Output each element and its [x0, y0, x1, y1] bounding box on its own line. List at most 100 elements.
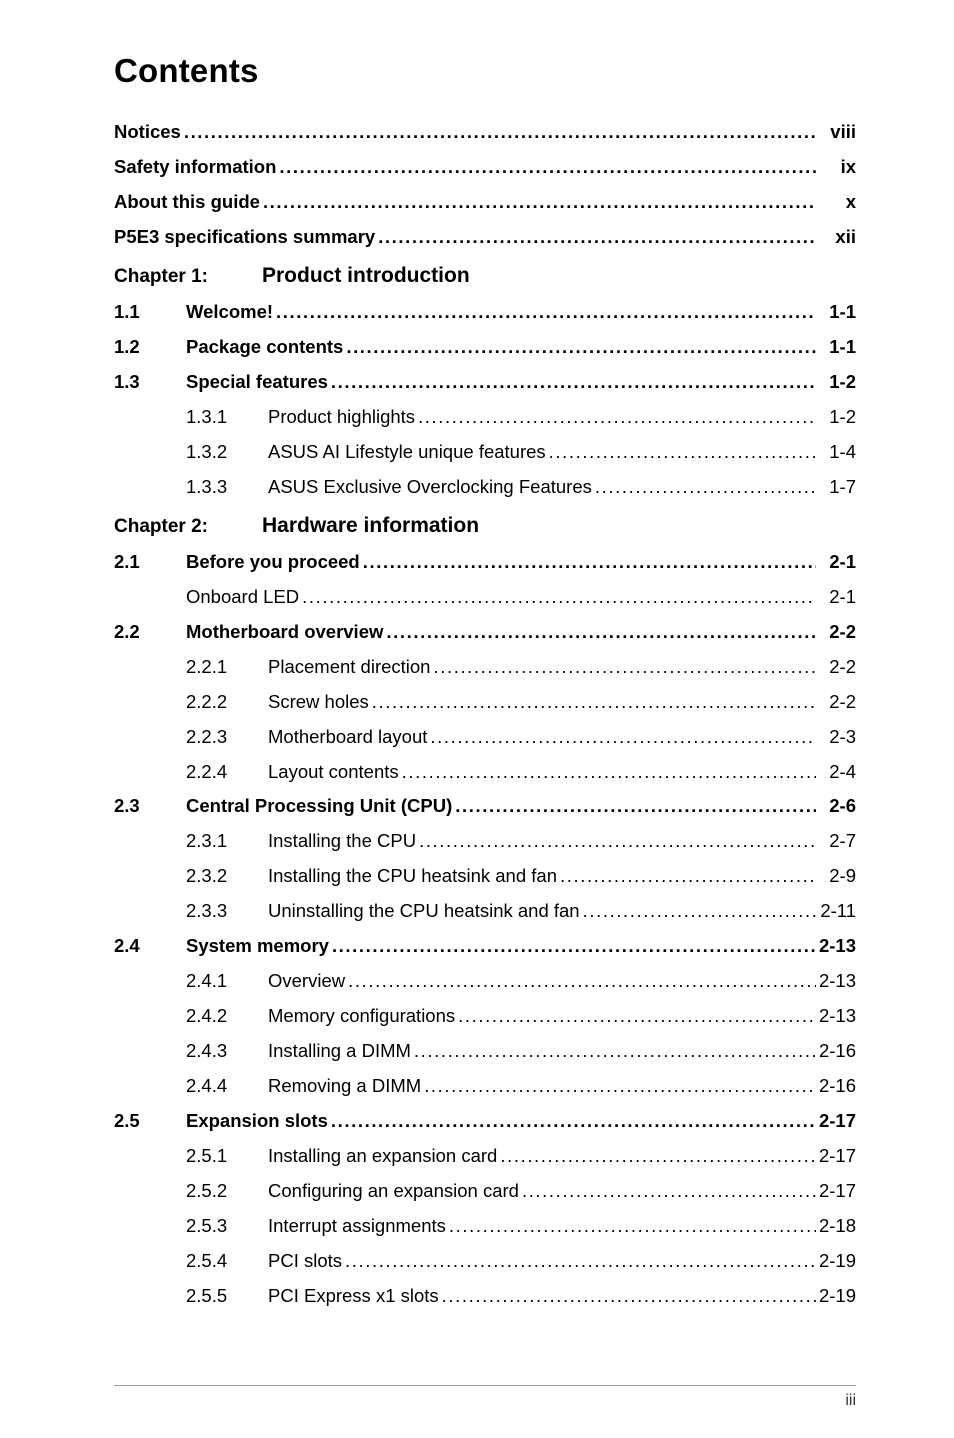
toc-front-row: About this guidex — [114, 190, 856, 215]
toc-label: P5E3 specifications summary — [114, 225, 375, 250]
page-title: Contents — [114, 52, 856, 90]
toc-leader-dots — [557, 864, 816, 889]
toc-subsection-row: 2.2.3Motherboard layout2-3 — [114, 725, 856, 750]
toc-leader-dots — [446, 1214, 816, 1239]
toc-front-row: Noticesviii — [114, 120, 856, 145]
toc-page-ref: 2-11 — [816, 899, 856, 924]
toc-subsection-row: 2.2.2Screw holes2-2 — [114, 690, 856, 715]
toc-leader-dots — [399, 760, 816, 785]
toc-page-ref: 2-17 — [816, 1179, 856, 1204]
toc-subsection-row: 2.5.1Installing an expansion card2-17 — [114, 1144, 856, 1169]
toc-num-level1: 1.2 — [114, 335, 186, 360]
toc-subsection-row: 2.3.2Installing the CPU heatsink and fan… — [114, 864, 856, 889]
toc-label: Placement direction — [268, 655, 430, 680]
toc-label: Expansion slots — [186, 1109, 328, 1134]
toc-label: Installing an expansion card — [268, 1144, 497, 1169]
toc-subsection-row: 2.2.4Layout contents2-4 — [114, 760, 856, 785]
toc-num-level2: 2.4.3 — [186, 1039, 268, 1064]
toc-page-ref: viii — [816, 120, 856, 145]
toc-subsection-row: 2.4.1Overview2-13 — [114, 969, 856, 994]
toc-section-row: 2.3Central Processing Unit (CPU)2-6 — [114, 794, 856, 819]
toc-page-ref: 1-2 — [816, 370, 856, 395]
toc-page-ref: 1-1 — [816, 335, 856, 360]
toc-page-ref: 2-3 — [816, 725, 856, 750]
toc-leader-dots — [360, 550, 816, 575]
toc-label: Memory configurations — [268, 1004, 455, 1029]
toc-num-level2: 2.2.4 — [186, 760, 268, 785]
toc-label: Motherboard overview — [186, 620, 383, 645]
toc-subsection-row: 2.5.3Interrupt assignments 2-18 — [114, 1214, 856, 1239]
toc-page-ref: xii — [816, 225, 856, 250]
page-number: iii — [845, 1392, 856, 1409]
toc-subsection-row: 2.3.1Installing the CPU2-7 — [114, 829, 856, 854]
toc-leader-dots — [421, 1074, 816, 1099]
toc-subsection-row: Onboard LED 2-1 — [114, 585, 856, 610]
toc-num-level1: 1.3 — [114, 370, 186, 395]
toc-leader-dots — [415, 405, 816, 430]
toc-page-ref: 2-2 — [816, 655, 856, 680]
toc-section-row: 2.1Before you proceed2-1 — [114, 550, 856, 575]
toc-label: Installing a DIMM — [268, 1039, 411, 1064]
toc-num-level1: 2.1 — [114, 550, 186, 575]
toc-label: Onboard LED — [186, 585, 299, 610]
toc-leader-dots — [273, 300, 816, 325]
toc-num-level2: 2.5.1 — [186, 1144, 268, 1169]
toc-num-level2: 2.2.2 — [186, 690, 268, 715]
toc-num-level2: 2.4.4 — [186, 1074, 268, 1099]
toc-section-row: 2.4System memory2-13 — [114, 934, 856, 959]
toc-label: Installing the CPU heatsink and fan — [268, 864, 557, 889]
toc-leader-dots — [276, 155, 816, 180]
toc-label: Screw holes — [268, 690, 369, 715]
toc-subsection-row: 1.3.1Product highlights1-2 — [114, 405, 856, 430]
toc-label: System memory — [186, 934, 329, 959]
toc-page-ref: 2-16 — [816, 1039, 856, 1064]
toc-chapter-label: Chapter 1: — [114, 266, 262, 288]
page-container: Contents NoticesviiiSafety informationix… — [0, 0, 954, 1438]
toc-label: ASUS AI Lifestyle unique features — [268, 440, 546, 465]
toc-num-level1: 2.5 — [114, 1109, 186, 1134]
toc-num-level2: 2.5.2 — [186, 1179, 268, 1204]
toc-label: About this guide — [114, 190, 260, 215]
toc-label: Layout contents — [268, 760, 399, 785]
toc-leader-dots — [411, 1039, 816, 1064]
toc-leader-dots — [416, 829, 816, 854]
toc-subsection-row: 2.5.2Configuring an expansion card 2-17 — [114, 1179, 856, 1204]
toc-chapter-title: Product introduction — [262, 264, 470, 288]
toc-label: PCI slots — [268, 1249, 342, 1274]
toc-page-ref: ix — [816, 155, 856, 180]
toc-num-level2: 2.5.3 — [186, 1214, 268, 1239]
toc-page-ref: 2-1 — [816, 585, 856, 610]
toc-leader-dots — [580, 899, 816, 924]
toc-num-level1: 2.3 — [114, 794, 186, 819]
toc-subsection-row: 2.4.4Removing a DIMM2-16 — [114, 1074, 856, 1099]
toc-subsection-row: 2.4.3Installing a DIMM 2-16 — [114, 1039, 856, 1064]
toc-page-ref: 2-19 — [816, 1284, 856, 1309]
toc-section-row: 1.1Welcome!1-1 — [114, 300, 856, 325]
toc-label: Overview — [268, 969, 345, 994]
toc-leader-dots — [430, 655, 816, 680]
toc-page-ref: 2-19 — [816, 1249, 856, 1274]
toc-section-row: 1.3Special features 1-2 — [114, 370, 856, 395]
toc-subsection-row: 1.3.3ASUS Exclusive Overclocking Feature… — [114, 475, 856, 500]
toc-num-level2: 1.3.2 — [186, 440, 268, 465]
toc-page-ref: 2-18 — [816, 1214, 856, 1239]
toc-subsection-row: 2.5.5PCI Express x1 slots2-19 — [114, 1284, 856, 1309]
toc-leader-dots — [328, 1109, 816, 1134]
toc-num-level2: 2.3.2 — [186, 864, 268, 889]
toc-page-ref: 2-7 — [816, 829, 856, 854]
toc-label: Configuring an expansion card — [268, 1179, 519, 1204]
toc-label: Welcome! — [186, 300, 273, 325]
toc-page-ref: 2-13 — [816, 1004, 856, 1029]
toc-leader-dots — [369, 690, 816, 715]
toc-leader-dots — [497, 1144, 816, 1169]
toc-leader-dots — [519, 1179, 816, 1204]
toc-label: Interrupt assignments — [268, 1214, 446, 1239]
toc-page-ref: 2-9 — [816, 864, 856, 889]
toc-subsection-row: 2.5.4PCI slots2-19 — [114, 1249, 856, 1274]
toc-chapter-row: Chapter 1:Product introduction — [114, 264, 856, 288]
toc-page-ref: 2-17 — [816, 1109, 856, 1134]
toc-label: Package contents — [186, 335, 343, 360]
toc-label: Special features — [186, 370, 328, 395]
toc-section-row: 2.2Motherboard overview2-2 — [114, 620, 856, 645]
toc-subsection-row: 2.3.3Uninstalling the CPU heatsink and f… — [114, 899, 856, 924]
